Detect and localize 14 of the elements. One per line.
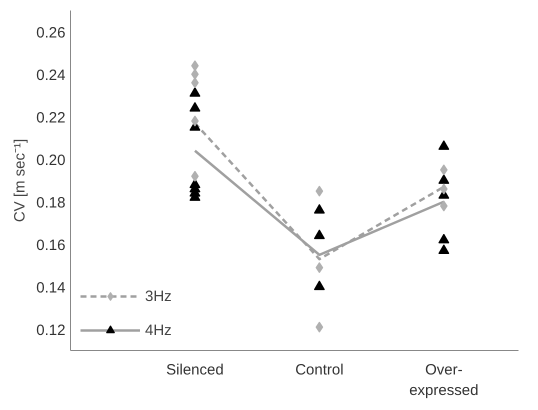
y-axis-title: CV [m sec⁻¹] xyxy=(11,138,28,222)
y-tick-label: 0.14 xyxy=(36,279,66,296)
legend-label: 3Hz xyxy=(145,288,172,304)
x-tick-label: Over- expressed xyxy=(409,362,478,399)
y-tick-label: 0.24 xyxy=(36,66,66,84)
y-tick-label: 0.16 xyxy=(36,236,66,254)
y-tick-label: 0.22 xyxy=(36,109,66,126)
y-tick-label: 0.18 xyxy=(36,194,66,212)
x-tick-label: Silenced xyxy=(166,362,224,378)
x-tick-label: Control xyxy=(295,362,344,378)
y-tick-label: 0.20 xyxy=(36,152,66,169)
legend-label: 4Hz xyxy=(145,322,172,338)
y-tick-label: 0.26 xyxy=(36,24,66,42)
y-tick-label: 0.12 xyxy=(36,322,66,339)
